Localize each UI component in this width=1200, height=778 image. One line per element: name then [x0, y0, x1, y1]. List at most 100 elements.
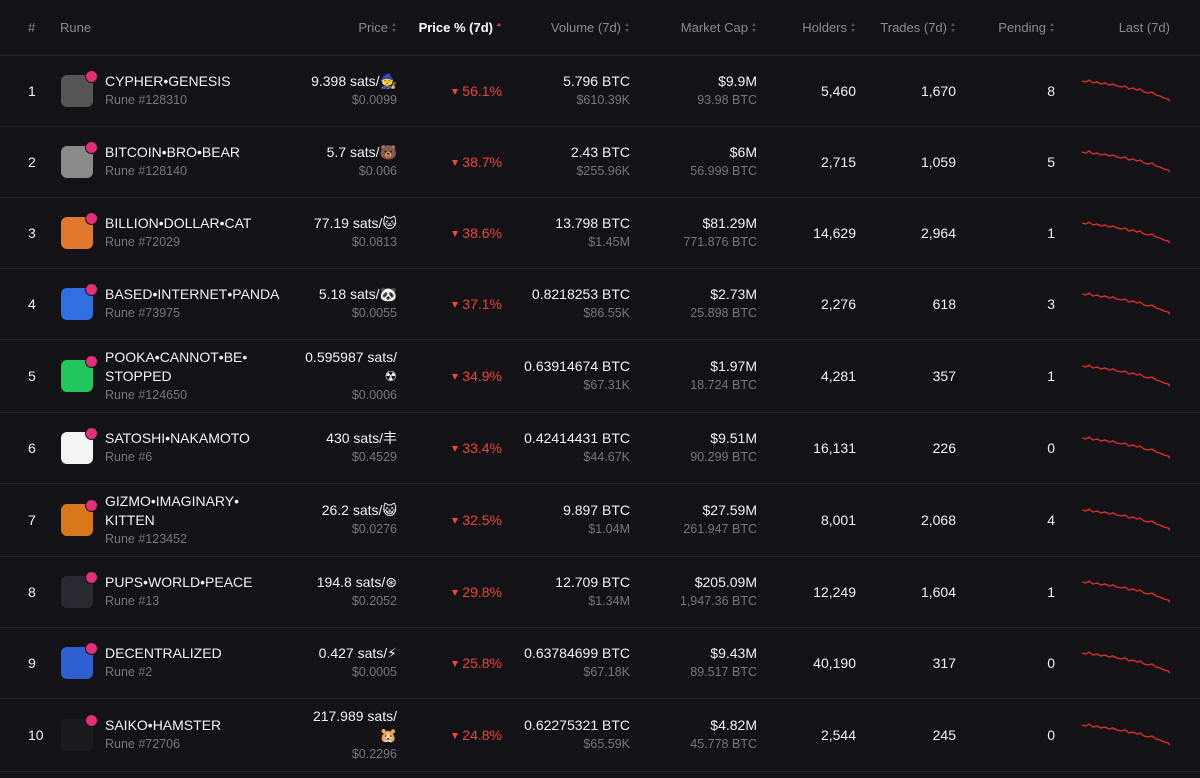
rune-id: Rune #13	[105, 594, 160, 608]
rune-name: POOKA•CANNOT•BE•	[105, 348, 248, 365]
rank: 2	[28, 127, 36, 197]
volume-cell: 0.8218253 BTC $86.55K	[532, 269, 630, 339]
volume-btc: 5.796 BTC	[563, 73, 630, 89]
rank: 4	[28, 269, 36, 339]
table-row[interactable]: 5 POOKA•CANNOT•BE• STOPPED Rune #124650 0.59…	[0, 340, 1200, 413]
volume-usd: $67.31K	[583, 378, 630, 392]
price-sats: 0.595987 sats/	[305, 348, 397, 365]
pending-cell: 0	[1047, 699, 1055, 771]
price-change-cell: 56.1%	[452, 56, 502, 126]
holders-cell: 2,715	[821, 127, 856, 197]
volume-cell: 2.43 BTC $255.96K	[571, 127, 630, 197]
sort-icon	[851, 23, 856, 32]
market-cap-btc: 1,947.36 BTC	[679, 594, 757, 608]
header-label: #	[28, 20, 36, 35]
price-cell: 0.427 sats/⚡ $0.0005	[319, 628, 397, 698]
price-sats: 77.19 sats/🐱	[313, 215, 397, 231]
price-sats: 430 sats/丰	[326, 430, 397, 446]
rank: 5	[28, 340, 36, 412]
trades: 618	[932, 295, 956, 312]
volume-btc: 12.709 BTC	[555, 574, 630, 590]
column-header[interactable]: Price % (7d)	[419, 0, 502, 55]
rune-name: BITCOIN•BRO•BEAR	[105, 144, 241, 160]
rune-name-cell: BASED•INTERNET•PANDA Rune #73975	[105, 269, 279, 339]
rune-name-cell: POOKA•CANNOT•BE• STOPPED Rune #124650	[105, 340, 247, 412]
rune-name: KITTEN	[105, 511, 155, 528]
trades: 1,604	[920, 583, 956, 600]
sparkline	[1082, 578, 1170, 606]
rune-id: Rune #73975	[105, 306, 181, 320]
volume-cell: 0.63784699 BTC $67.18K	[524, 628, 630, 698]
price-change: 37.1%	[452, 295, 502, 314]
volume-btc: 0.63914674 BTC	[524, 358, 630, 374]
price-sats: 5.18 sats/🐼	[318, 286, 397, 302]
rune-id: Rune #128140	[105, 164, 188, 178]
column-header[interactable]: Trades (7d)	[880, 0, 956, 55]
table-row[interactable]: 8 PUPS•WORLD•PEACE Rune #13 194.8 sats/⊛ $0.…	[0, 557, 1200, 628]
rune-name: STOPPED	[105, 367, 172, 384]
sparkline-path	[1082, 222, 1170, 243]
volume-usd: $610.39K	[576, 93, 630, 107]
holders: 2,276	[820, 295, 856, 312]
table-row[interactable]: 7 GIZMO•IMAGINARY• KITTEN Rune #123452 26.2 …	[0, 484, 1200, 557]
market-cap-btc: 771.876 BTC	[683, 235, 757, 249]
rank-number: 2	[28, 153, 36, 170]
header-label-wrap: Price % (7d)	[419, 18, 502, 37]
pending: 0	[1047, 654, 1055, 671]
column-header[interactable]: Volume (7d)	[551, 0, 630, 55]
sparkline-path	[1082, 365, 1170, 386]
rune-avatar	[61, 499, 98, 536]
market-cap-btc: 25.898 BTC	[690, 306, 757, 320]
price-usd: $0.2052	[351, 594, 397, 608]
price-change: 56.1%	[452, 82, 502, 101]
sparkline-path	[1082, 652, 1170, 673]
holders: 4,281	[820, 367, 856, 384]
price-usd: $0.0055	[351, 306, 397, 320]
market-cap-cell: $9.9M 93.98 BTC	[697, 56, 757, 126]
column-header[interactable]: Pending	[998, 0, 1055, 55]
holders: 12,249	[813, 583, 856, 600]
table-row[interactable]: 4 BASED•INTERNET•PANDA Rune #73975 5.18 sat…	[0, 269, 1200, 340]
header-label: Holders	[802, 20, 847, 35]
pending: 1	[1047, 583, 1055, 600]
rune-name: SATOSHI•NAKAMOTO	[105, 430, 250, 446]
column-header[interactable]: Market Cap	[681, 0, 757, 55]
table-row[interactable]: 2 BITCOIN•BRO•BEAR Rune #128140 5.7 sats/🐻 $…	[0, 127, 1200, 198]
table-row[interactable]: 6 SATOSHI•NAKAMOTO Rune #6 430 sats/丰 $0.452…	[0, 413, 1200, 484]
price-change: 24.8%	[452, 726, 502, 745]
table-row[interactable]: 3 BILLION•DOLLAR•CAT Rune #72029 77.19 sats…	[0, 198, 1200, 269]
header-label-wrap: Market Cap	[681, 18, 757, 37]
rune-id: Rune #124650	[105, 387, 188, 402]
rank-number: 5	[28, 367, 36, 384]
price-change-cell: 34.9%	[452, 340, 502, 412]
rune-name: GIZMO•IMAGINARY•	[105, 492, 239, 509]
market-cap: $4.82M	[710, 717, 757, 733]
trades: 1,670	[920, 82, 956, 99]
rune-name: PUPS•WORLD•PEACE	[105, 574, 253, 590]
pending-cell: 3	[1047, 269, 1055, 339]
rank: 10	[28, 699, 44, 771]
column-header[interactable]: Holders	[802, 0, 856, 55]
header-label-wrap: Rune	[60, 18, 91, 37]
table-row[interactable]: 1 CYPHER•GENESIS Rune #128310 9.398 sats/🧙 $…	[0, 56, 1200, 127]
pending: 1	[1047, 367, 1055, 384]
column-header[interactable]: Price	[358, 0, 397, 55]
volume-usd: $255.96K	[576, 164, 630, 178]
trades-cell: 618	[933, 269, 956, 339]
rune-name-cell: DECENTRALIZED Rune #2	[105, 628, 222, 698]
price-change: 33.4%	[452, 439, 502, 458]
volume-cell: 0.63914674 BTC $67.31K	[524, 340, 630, 412]
trades-cell: 1,059	[921, 127, 956, 197]
price-sats: 194.8 sats/⊛	[316, 574, 397, 590]
table-row[interactable]: 10 SAIKO•HAMSTER Rune #72706 217.989 sats/ 🐹…	[0, 699, 1200, 772]
market-cap: $6M	[729, 144, 757, 160]
header-label: Price	[358, 20, 388, 35]
sparkline-path	[1082, 724, 1170, 745]
table-row[interactable]: 9 DECENTRALIZED Rune #2 0.427 sats/⚡ $0.0005…	[0, 628, 1200, 699]
rank-number: 1	[28, 82, 36, 99]
market-cap-btc: 18.724 BTC	[690, 378, 757, 392]
holders-cell: 4,281	[821, 340, 856, 412]
market-cap: $1.97M	[710, 358, 757, 374]
rune-id: Rune #72706	[105, 737, 181, 751]
header-label-wrap: Volume (7d)	[551, 18, 630, 37]
